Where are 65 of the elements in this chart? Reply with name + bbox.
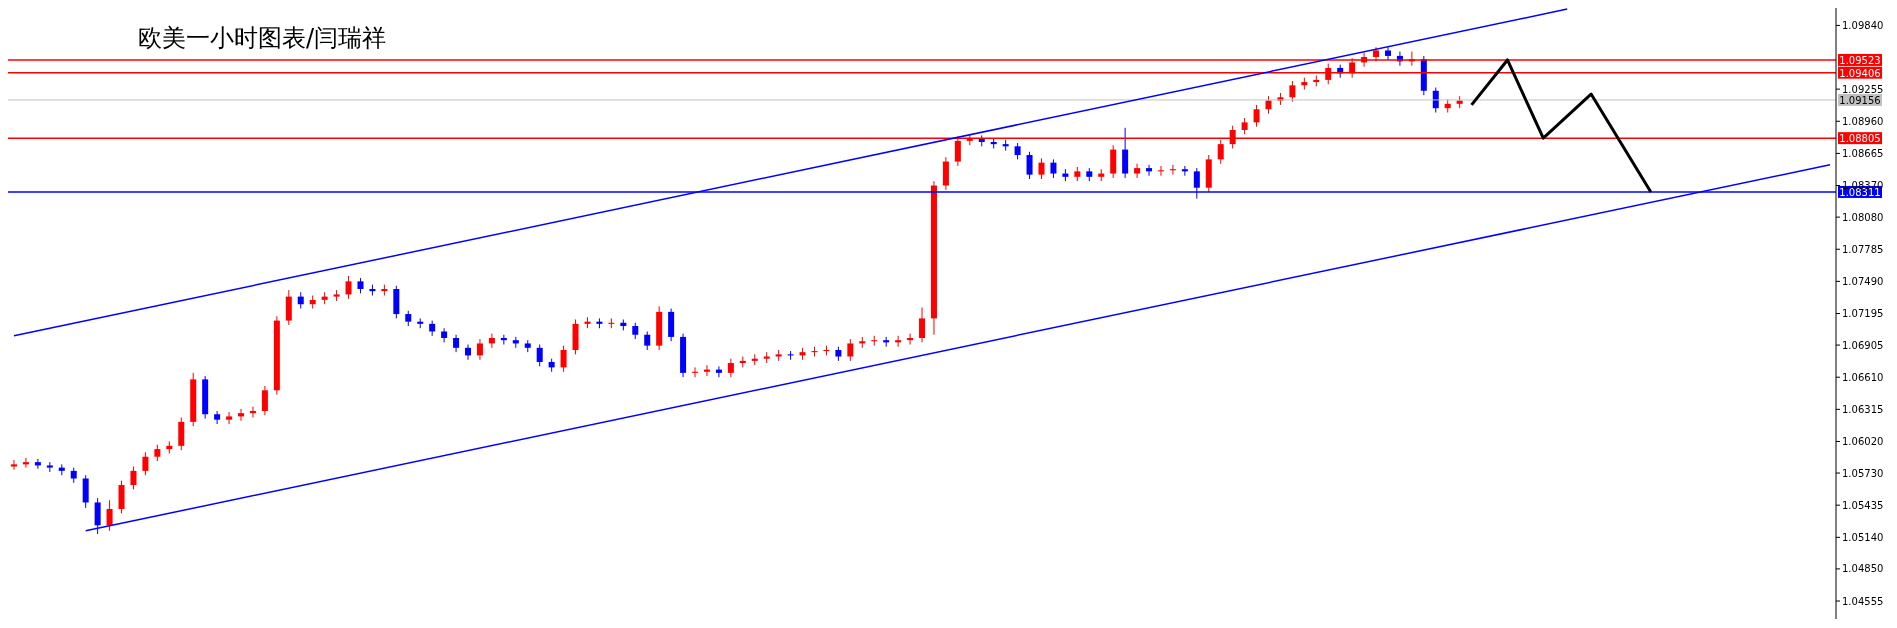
y-tick-label: 1.06315 [1842,403,1884,415]
y-tick-label: 1.09840 [1842,19,1884,31]
y-tick-label: 1.07195 [1842,308,1884,320]
candlestick [82,474,89,509]
ref-line-label: 1.09523 [1839,54,1881,66]
candlestick [130,466,137,490]
ref-line-label: 1.09156 [1839,94,1881,106]
y-tick-label: 1.08080 [1842,211,1884,223]
candlestick [1110,144,1117,179]
candlestick [1050,158,1057,179]
candlestick [261,385,268,416]
candlestick [1253,104,1260,128]
y-tick-label: 1.09255 [1842,83,1884,95]
y-tick-label: 1.05140 [1842,531,1884,543]
candlestick [1134,163,1141,179]
y-tick-label: 1.06020 [1842,436,1884,448]
candlestick [1122,127,1129,179]
y-tick-label: 1.05435 [1842,499,1884,511]
candlestick [106,499,113,532]
candlestick [285,289,292,326]
candlestick [11,459,17,471]
candlestick [1181,165,1188,177]
candlestick [441,327,448,343]
candlestick [476,338,483,361]
ref-line-label: 1.08805 [1839,133,1881,145]
y-tick-label: 1.04555 [1842,595,1884,607]
candlestick [536,344,543,367]
candlestick [178,417,185,451]
candlestick [560,345,567,373]
candlestick [500,334,507,346]
y-tick-label: 1.06905 [1842,339,1884,351]
candlestick [238,408,245,422]
ref-line-label: 1.09406 [1839,67,1881,79]
candlestick [214,410,221,425]
candlestick [715,365,722,378]
candlestick [727,358,734,378]
y-tick-label: 1.08665 [1842,147,1884,159]
candlestick [142,451,149,476]
candlestick [1289,80,1296,103]
candlestick [226,411,233,425]
candlestick [919,307,926,343]
y-tick-label: 1.08960 [1842,115,1884,127]
y-tick-label: 1.04850 [1842,563,1884,575]
y-tick-label: 1.06610 [1842,371,1884,383]
candlestick [942,156,949,191]
candlestick [1038,157,1045,180]
candlestick [465,344,472,361]
candlestick [907,333,914,346]
candlestick [644,330,651,351]
candlestick [22,457,29,469]
text: 欧美一小时图表/闫瑞祥 [138,23,387,54]
y-tick-label: 1.07785 [1842,243,1884,255]
y-tick-label: 1.07490 [1842,275,1884,287]
candlestick [703,364,710,377]
candlestick [488,333,495,349]
candlestick [1026,151,1033,180]
candlestick [249,406,256,419]
candlestick [847,338,854,362]
line-series [1470,58,1653,194]
y-tick-label: 1.05730 [1842,467,1884,479]
candlestick [895,335,902,348]
candlestick [1146,164,1153,177]
candlestick [345,275,352,300]
candlestick [34,458,41,470]
candlestick [118,480,125,514]
